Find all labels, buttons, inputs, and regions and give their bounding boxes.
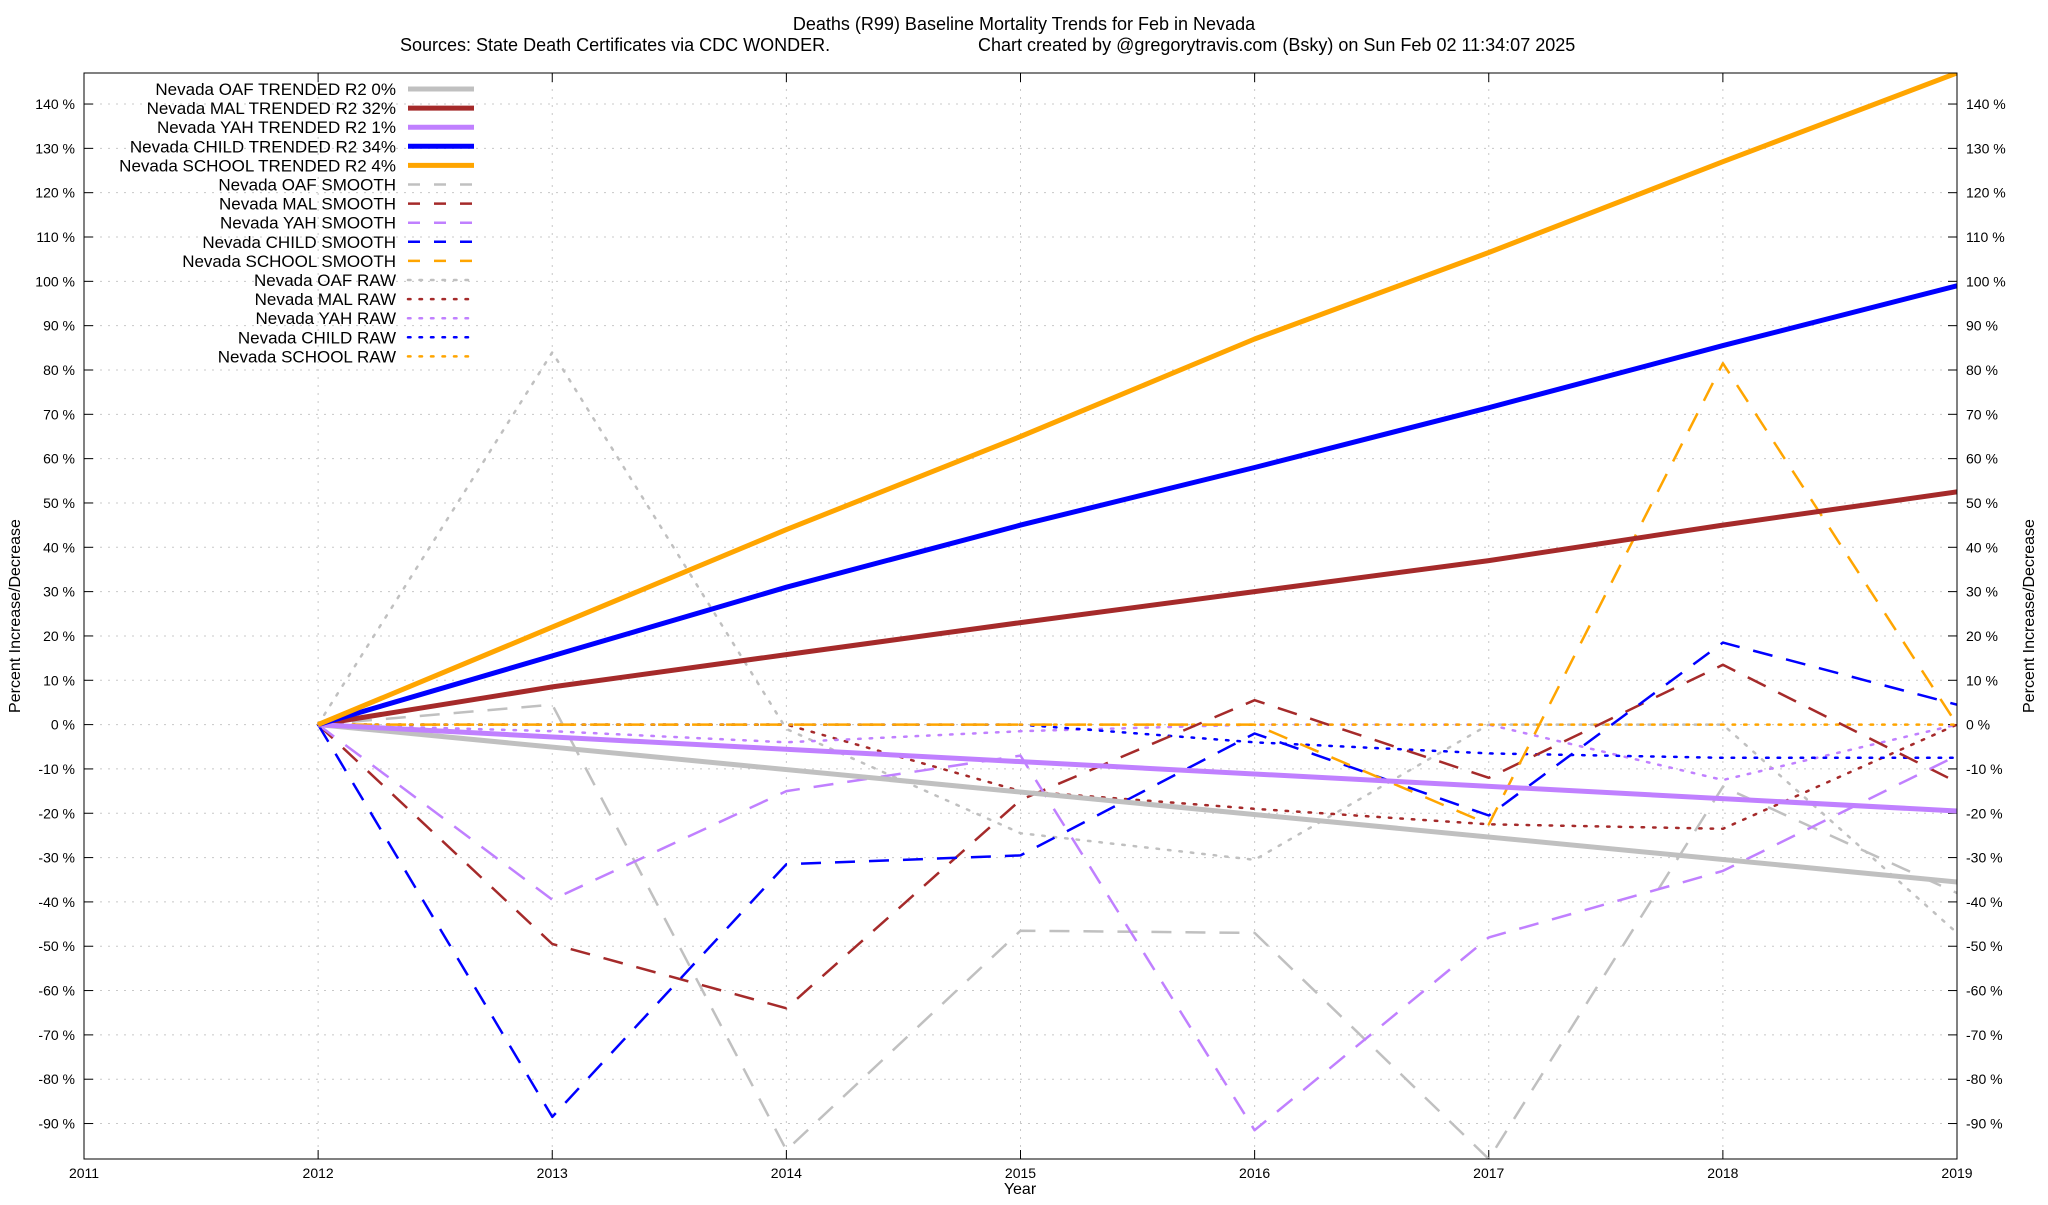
series-line-nevada-oaf-smooth xyxy=(317,703,1957,1159)
y-tick-label-left: 70 % xyxy=(43,406,75,422)
legend-label: Nevada YAH RAW xyxy=(256,309,396,328)
y-tick-label-right: -50 % xyxy=(1966,938,2003,954)
y-tick-label-left: -80 % xyxy=(38,1071,75,1087)
series-line-nevada-yah-raw xyxy=(316,723,1957,782)
y-tick-label-left: -20 % xyxy=(38,805,75,821)
y-tick-label-right: -30 % xyxy=(1966,850,2003,866)
y-tick-label-right: 40 % xyxy=(1966,539,1998,555)
x-tick-label: 2016 xyxy=(1239,1165,1270,1181)
series-line-nevada-child-raw xyxy=(316,723,1957,760)
y-tick-label-right: 100 % xyxy=(1966,273,2006,289)
x-tick-label: 2017 xyxy=(1473,1165,1504,1181)
x-tick-label: 2013 xyxy=(537,1165,568,1181)
y-tick-label-right: 120 % xyxy=(1966,185,2006,201)
y-tick-label-left: -30 % xyxy=(38,850,75,866)
y-tick-label-right: -60 % xyxy=(1966,983,2003,999)
y-tick-label-left: 130 % xyxy=(35,140,75,156)
y-tick-label-left: -60 % xyxy=(38,983,75,999)
y-tick-label-left: -70 % xyxy=(38,1027,75,1043)
plot-frame xyxy=(83,72,1958,1160)
y-tick-label-right: -90 % xyxy=(1966,1116,2003,1132)
y-tick-label-right: 60 % xyxy=(1966,451,1998,467)
chart-title: Deaths (R99) Baseline Mortality Trends f… xyxy=(793,14,1256,34)
y-tick-label-left: 120 % xyxy=(35,185,75,201)
legend-label: Nevada SCHOOL TRENDED R2 4% xyxy=(119,156,396,175)
chart-subtitle-credit: Chart created by @gregorytravis.com (Bsk… xyxy=(978,35,1575,55)
y-tick-label-right: -70 % xyxy=(1966,1027,2003,1043)
legend-label: Nevada OAF RAW xyxy=(254,271,396,290)
y-tick-label-left: -40 % xyxy=(38,894,75,910)
y-tick-label-left: -50 % xyxy=(38,938,75,954)
series-line-nevada-school-smooth xyxy=(318,362,1957,826)
chart-subtitle-sources: Sources: State Death Certificates via CD… xyxy=(400,35,830,55)
legend-label: Nevada YAH SMOOTH xyxy=(220,214,396,233)
y-tick-label-right: 140 % xyxy=(1966,96,2006,112)
y-tick-label-right: 80 % xyxy=(1966,362,1998,378)
y-tick-label-left: -10 % xyxy=(38,761,75,777)
legend-label: Nevada OAF TRENDED R2 0% xyxy=(155,80,396,99)
legend-label: Nevada CHILD SMOOTH xyxy=(202,233,396,252)
y2-axis-label: Percent Increase/Decrease xyxy=(2021,519,2038,713)
x-tick-label: 2018 xyxy=(1707,1165,1738,1181)
legend-label: Nevada YAH TRENDED R2 1% xyxy=(157,118,396,137)
axis-layer: 140 % 140 % 130 % 130 % 120 % 120 % 110 % 110 %… xyxy=(35,73,2006,1181)
y-tick-label-left: -90 % xyxy=(38,1116,75,1132)
legend-label: Nevada SCHOOL SMOOTH xyxy=(182,252,396,271)
x-tick-label: 2011 xyxy=(69,1165,99,1181)
series-line-nevada-oaf-raw xyxy=(316,351,1957,935)
y-tick-label-right: 70 % xyxy=(1966,406,1998,422)
y-tick-label-left: 90 % xyxy=(43,318,75,334)
legend-label: Nevada CHILD RAW xyxy=(238,328,396,347)
y-tick-label-right: 0 % xyxy=(1966,717,1990,733)
y-tick-label-right: 10 % xyxy=(1966,672,1998,688)
y-tick-label-right: 20 % xyxy=(1966,628,1998,644)
legend-label: Nevada CHILD TRENDED R2 34% xyxy=(130,137,396,156)
y-tick-label-left: 20 % xyxy=(43,628,75,644)
legend-label: Nevada MAL RAW xyxy=(255,290,396,309)
series-line-nevada-yah-trended xyxy=(317,722,1957,814)
y-tick-label-right: 50 % xyxy=(1966,495,1998,511)
legend-label: Nevada MAL TRENDED R2 32% xyxy=(147,99,396,118)
y-tick-label-right: -10 % xyxy=(1966,761,2003,777)
y-tick-label-right: -80 % xyxy=(1966,1071,2003,1087)
legend-label: Nevada SCHOOL RAW xyxy=(218,347,396,366)
series-line-nevada-oaf-trended xyxy=(317,722,1957,885)
y-tick-label-left: 100 % xyxy=(35,273,75,289)
series-line-nevada-school-trended xyxy=(317,73,1957,727)
y-tick-label-left: 10 % xyxy=(43,672,75,688)
y-tick-label-right: 90 % xyxy=(1966,318,1998,334)
series-layer xyxy=(316,73,1957,1159)
x-tick-label: 2012 xyxy=(303,1165,334,1181)
series-line-nevada-yah-smooth xyxy=(317,723,1957,1132)
x-tick-label: 2019 xyxy=(1941,1165,1972,1181)
x-tick-label: 2015 xyxy=(1005,1165,1036,1181)
y-tick-label-left: 110 % xyxy=(36,229,75,245)
y-tick-label-right: 110 % xyxy=(1966,229,2005,245)
y-tick-label-right: 130 % xyxy=(1966,140,2006,156)
y-tick-label-left: 80 % xyxy=(43,362,75,378)
y-tick-label-right: -40 % xyxy=(1966,894,2003,910)
y-tick-label-left: 60 % xyxy=(43,451,75,467)
series-line-nevada-mal-raw xyxy=(316,723,1957,831)
y-tick-label-right: 30 % xyxy=(1966,584,1998,600)
x-tick-label: 2014 xyxy=(771,1165,802,1181)
y-tick-label-left: 0 % xyxy=(51,717,75,733)
series-line-nevada-child-smooth xyxy=(317,641,1957,1119)
legend-label: Nevada OAF SMOOTH xyxy=(218,176,396,195)
y-axis-label: Percent Increase/Decrease xyxy=(7,519,24,713)
series-line-nevada-child-trended xyxy=(317,283,1957,727)
y-tick-label-left: 50 % xyxy=(43,495,75,511)
x-axis-label: Year xyxy=(1004,1181,1037,1198)
series-line-nevada-mal-smooth xyxy=(317,663,1957,1010)
y-tick-label-right: -20 % xyxy=(1966,805,2003,821)
y-tick-label-left: 40 % xyxy=(43,539,75,555)
legend-label: Nevada MAL SMOOTH xyxy=(219,195,396,214)
legend: Nevada OAF TRENDED R2 0%Nevada MAL TREND… xyxy=(119,80,476,366)
series-line-nevada-mal-trended xyxy=(317,489,1957,728)
y-tick-label-left: 140 % xyxy=(35,96,75,112)
y-tick-label-left: 30 % xyxy=(43,584,75,600)
